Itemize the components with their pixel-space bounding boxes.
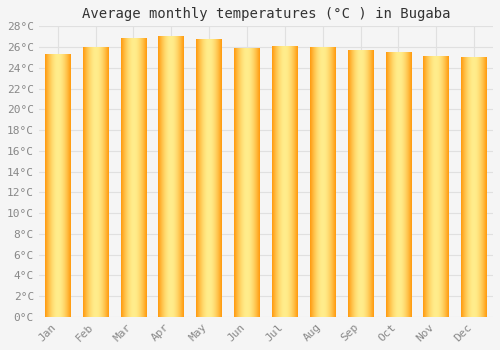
Title: Average monthly temperatures (°C ) in Bugaba: Average monthly temperatures (°C ) in Bu… xyxy=(82,7,450,21)
